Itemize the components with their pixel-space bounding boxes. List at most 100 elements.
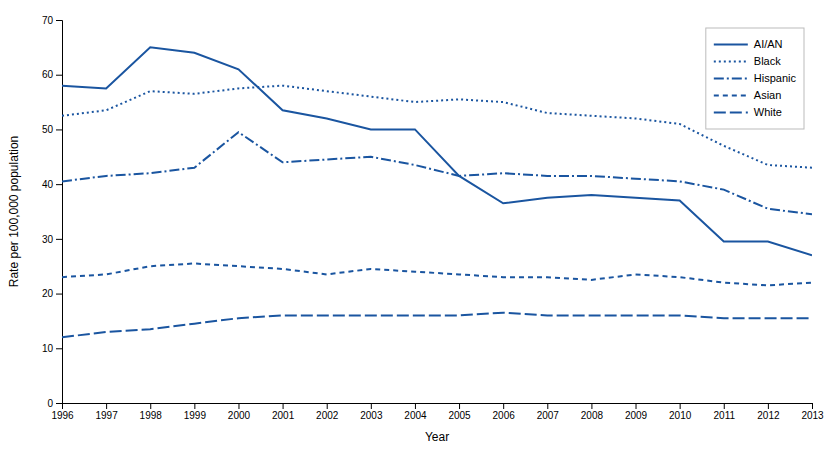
legend-label: Black xyxy=(754,55,781,67)
x-tick: 2013 xyxy=(801,403,824,421)
x-tick-mark xyxy=(547,403,548,409)
legend-box xyxy=(706,28,804,129)
x-tick: 2001 xyxy=(272,403,295,421)
x-tick-label: 1999 xyxy=(184,410,207,421)
legend-swatch xyxy=(714,78,748,80)
y-tick: 70 xyxy=(42,15,62,26)
x-tick-label: 2006 xyxy=(493,410,516,421)
y-axis-line xyxy=(56,21,63,404)
legend-label: White xyxy=(754,106,782,118)
series-line xyxy=(62,313,812,338)
x-tick-mark xyxy=(194,403,195,409)
x-tick: 2009 xyxy=(625,403,648,421)
x-tick-mark xyxy=(327,403,328,409)
y-tick-mark xyxy=(56,239,62,240)
x-tick: 2012 xyxy=(757,403,780,421)
x-tick-label: 2009 xyxy=(625,410,648,421)
legend-label: Asian xyxy=(754,89,782,101)
x-tick-label: 2012 xyxy=(757,410,780,421)
y-tick-label: 0 xyxy=(47,398,53,409)
lines xyxy=(62,47,812,337)
x-axis-title: Year xyxy=(425,430,449,444)
legend-swatch xyxy=(714,61,748,63)
x-tick-mark xyxy=(415,403,416,409)
x-tick-mark xyxy=(459,403,460,409)
legend: AI/AN Black Hispanic Asian White xyxy=(706,28,804,129)
y-tick-mark xyxy=(56,129,62,130)
x-tick: 2002 xyxy=(316,403,339,421)
legend-item: Asian xyxy=(714,89,782,101)
x-axis-line xyxy=(63,404,813,410)
x-tick-label: 2010 xyxy=(669,410,692,421)
legend-item: Black xyxy=(714,55,781,67)
x-tick-label: 2008 xyxy=(581,410,604,421)
y-tick-label: 40 xyxy=(42,179,54,190)
x-tick: 2000 xyxy=(228,403,251,421)
x-tick-mark xyxy=(680,403,681,409)
x-tick: 2005 xyxy=(448,403,471,421)
y-tick-mark xyxy=(56,403,62,404)
y-tick: 60 xyxy=(42,69,62,80)
legend-item: AI/AN xyxy=(714,38,783,50)
x-tick-mark xyxy=(283,403,284,409)
x-tick: 2010 xyxy=(669,403,692,421)
legend-swatch xyxy=(714,95,748,97)
y-tick: 50 xyxy=(42,124,62,135)
y-tick-mark xyxy=(56,184,62,185)
legend-item: White xyxy=(714,106,782,118)
series-line xyxy=(62,263,812,285)
x-tick-label: 1996 xyxy=(51,410,74,421)
x-tick-mark xyxy=(591,403,592,409)
x-tick: 1997 xyxy=(95,403,118,421)
y-tick-label: 60 xyxy=(42,69,54,80)
y-axis: 0 10 20 30 40 50 60 70 xyxy=(42,15,63,409)
y-tick-label: 20 xyxy=(42,288,54,299)
x-tick-mark xyxy=(812,403,813,409)
y-tick: 20 xyxy=(42,288,62,299)
x-tick-mark xyxy=(371,403,372,409)
x-tick-label: 2011 xyxy=(714,410,736,421)
y-tick-mark xyxy=(56,75,62,76)
series-line xyxy=(62,47,812,255)
series-line xyxy=(62,86,812,168)
y-tick: 40 xyxy=(42,179,62,190)
x-tick-label: 2007 xyxy=(537,410,560,421)
legend-swatch xyxy=(714,44,748,46)
x-tick: 1996 xyxy=(51,403,74,421)
x-tick-label: 2004 xyxy=(404,410,427,421)
x-tick: 2007 xyxy=(537,403,560,421)
y-tick-mark xyxy=(56,294,62,295)
x-tick-mark xyxy=(768,403,769,409)
x-tick-mark xyxy=(106,403,107,409)
y-tick-label: 30 xyxy=(42,234,54,245)
y-tick: 0 xyxy=(47,398,62,409)
x-tick: 2004 xyxy=(404,403,427,421)
y-tick-mark xyxy=(56,348,62,349)
x-tick: 2003 xyxy=(360,403,383,421)
x-tick-label: 1997 xyxy=(95,410,118,421)
x-tick-label: 2000 xyxy=(228,410,251,421)
x-tick-mark xyxy=(724,403,725,409)
y-tick-label: 10 xyxy=(42,343,54,354)
x-tick: 2011 xyxy=(714,403,736,421)
legend-label: Hispanic xyxy=(754,72,797,84)
y-tick-label: 50 xyxy=(42,124,54,135)
x-tick-label: 2003 xyxy=(360,410,383,421)
x-tick-label: 2013 xyxy=(801,410,824,421)
x-tick-label: 1998 xyxy=(140,410,163,421)
x-axis: 1996 1997 1998 1999 2000 2001 2002 2003 2004 2005… xyxy=(51,403,824,421)
x-tick-label: 2001 xyxy=(272,410,295,421)
y-tick-label: 70 xyxy=(42,15,54,26)
x-tick-label: 2005 xyxy=(448,410,471,421)
x-tick-mark xyxy=(503,403,504,409)
x-tick: 2008 xyxy=(581,403,604,421)
x-tick: 2006 xyxy=(493,403,516,421)
legend-item: Hispanic xyxy=(714,72,797,84)
x-tick-mark xyxy=(238,403,239,409)
series-line xyxy=(62,132,812,214)
x-tick-label: 2002 xyxy=(316,410,339,421)
chart: 1996199719981999200020012002200320042005… xyxy=(0,0,832,451)
y-tick: 30 xyxy=(42,234,62,245)
x-tick: 1999 xyxy=(184,403,207,421)
x-tick-mark xyxy=(636,403,637,409)
